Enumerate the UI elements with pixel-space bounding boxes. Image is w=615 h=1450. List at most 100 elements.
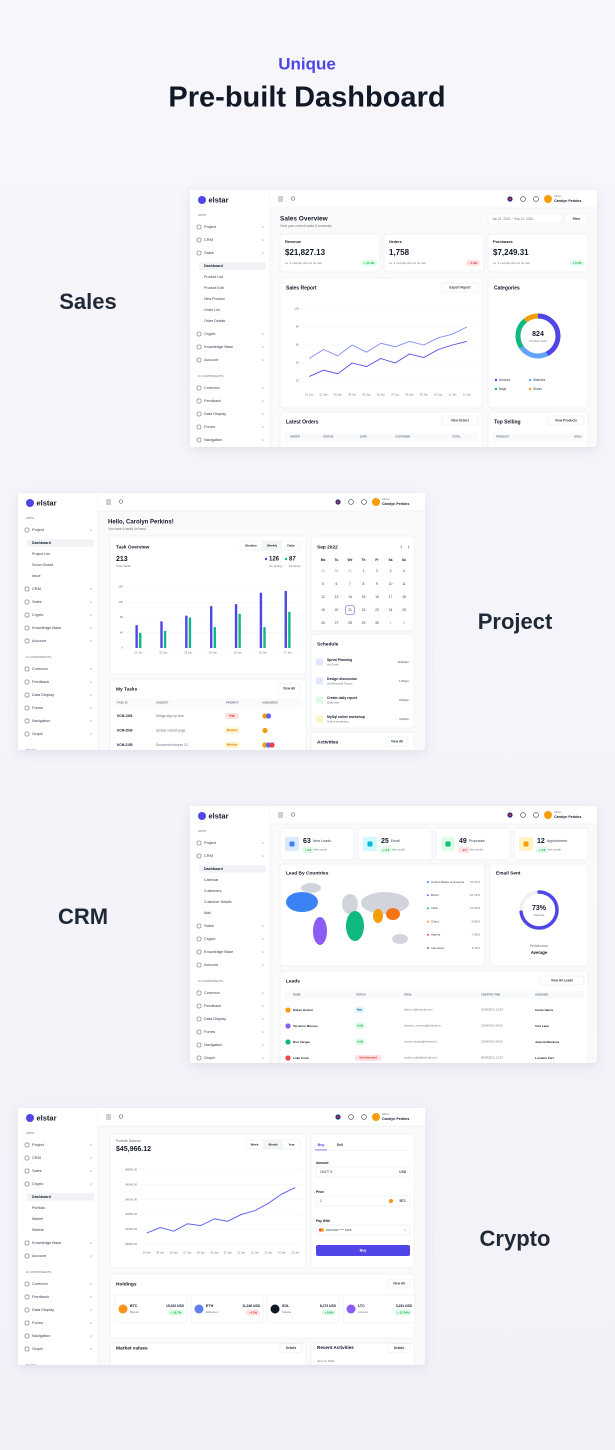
y-tick-label: 60 [296, 343, 300, 347]
menu-icon [24, 692, 30, 698]
label: View All [283, 686, 295, 690]
selected-day [345, 605, 355, 615]
tab[interactable]: Week [251, 1142, 259, 1146]
x-tick-label: 08 Jan [197, 1251, 206, 1255]
y-tick-label: $3600.00 [125, 1212, 137, 1216]
notifications [520, 812, 526, 818]
change-badge [361, 260, 377, 266]
menu-icon [196, 424, 202, 430]
button[interactable] [385, 736, 409, 747]
column-header: EMAIL [404, 993, 412, 997]
y-tick-label: 120 [118, 600, 123, 604]
legend-label: Watches [533, 378, 546, 382]
status-badge [355, 1055, 382, 1061]
chevron [89, 1157, 93, 1159]
label: - 4.3% [249, 1310, 258, 1314]
menu-icon [196, 398, 202, 404]
label: 4:00pm [399, 717, 410, 721]
menu-toggle [278, 812, 283, 818]
bar [185, 615, 188, 648]
button[interactable] [441, 415, 479, 426]
menu-item: Crypto [32, 612, 43, 617]
tab[interactable]: Monthly [245, 543, 257, 547]
button[interactable] [279, 1343, 303, 1353]
menu-icon [196, 853, 202, 859]
button[interactable] [316, 1245, 410, 1256]
section-label: CRM [58, 904, 108, 929]
donut-segment [515, 313, 561, 359]
bar [288, 611, 291, 648]
menu-item: Forms [32, 1320, 43, 1325]
menu-icon [24, 586, 30, 592]
menu-item: Data Display [204, 1016, 226, 1021]
tab[interactable]: Weekly [267, 543, 278, 547]
label: 1:00pm [399, 679, 410, 683]
label: Amount [316, 1161, 329, 1165]
calendar-day: 4 [403, 569, 405, 573]
menu-item: Crypto [204, 936, 215, 941]
sidebar [18, 493, 98, 750]
submenu-item: Scrum Board [32, 563, 53, 567]
topbar [270, 806, 597, 824]
stat-icon [523, 841, 529, 847]
calendar-day: 12 [321, 595, 325, 599]
button[interactable] [539, 975, 585, 986]
label: LTC [358, 1304, 365, 1308]
input[interactable] [315, 1166, 411, 1178]
bar [210, 606, 213, 648]
label: View Orders [451, 418, 470, 422]
select[interactable] [315, 1224, 411, 1236]
label: 87 [289, 557, 296, 563]
label: View All [393, 1281, 405, 1285]
button[interactable] [564, 213, 589, 225]
label: Design sign up flow [156, 714, 184, 718]
tab[interactable]: Month [269, 1142, 278, 1146]
chevron [261, 964, 265, 966]
label: 10:00am [397, 660, 409, 664]
card [109, 678, 307, 750]
button[interactable] [441, 282, 479, 293]
menu-icon [24, 1281, 30, 1287]
button[interactable] [547, 415, 585, 426]
x-tick-label: 09 Jan [210, 1251, 219, 1255]
stat-icon [445, 841, 451, 847]
tab[interactable]: Sell [337, 1143, 343, 1147]
chevron [261, 1005, 265, 1007]
chevron [261, 333, 265, 335]
x-tick-label: 05 Jan [156, 1251, 165, 1255]
x-tick-label: 21 Jan [134, 651, 143, 655]
chevron [89, 640, 93, 642]
holding-tile [190, 1294, 264, 1324]
menu-heading: UI COMPONENTS [198, 979, 223, 983]
map-region [373, 909, 383, 923]
label: Carrie Harris [535, 1008, 554, 1012]
chevron [89, 1348, 93, 1350]
card [310, 535, 415, 632]
label: Tu [335, 558, 339, 562]
label: Market values [116, 1345, 148, 1351]
calendar-day: 26 [321, 621, 325, 625]
x-tick-label: 23 Jan [184, 651, 193, 655]
button[interactable] [277, 683, 301, 694]
card [279, 970, 589, 1063]
menu-icon [24, 679, 30, 685]
table-header [114, 699, 302, 707]
button[interactable] [387, 1343, 411, 1353]
tab[interactable]: Daily [287, 543, 295, 547]
chevron [89, 1144, 93, 1146]
tab[interactable]: Year [288, 1142, 295, 1146]
tab[interactable]: Buy [318, 1143, 325, 1147]
card [513, 827, 589, 861]
input[interactable] [315, 1195, 411, 1207]
label: Sales Report [286, 285, 317, 291]
label: 57.61% [470, 880, 481, 884]
chevron [89, 681, 93, 683]
label: + 11.4% [364, 261, 375, 265]
calendar-day: 24 [389, 608, 393, 612]
submenu-item: New Product [204, 297, 225, 301]
menu-icon [24, 1307, 30, 1313]
map-region [346, 911, 364, 941]
button[interactable] [387, 1278, 411, 1289]
menu-icon [196, 923, 202, 929]
